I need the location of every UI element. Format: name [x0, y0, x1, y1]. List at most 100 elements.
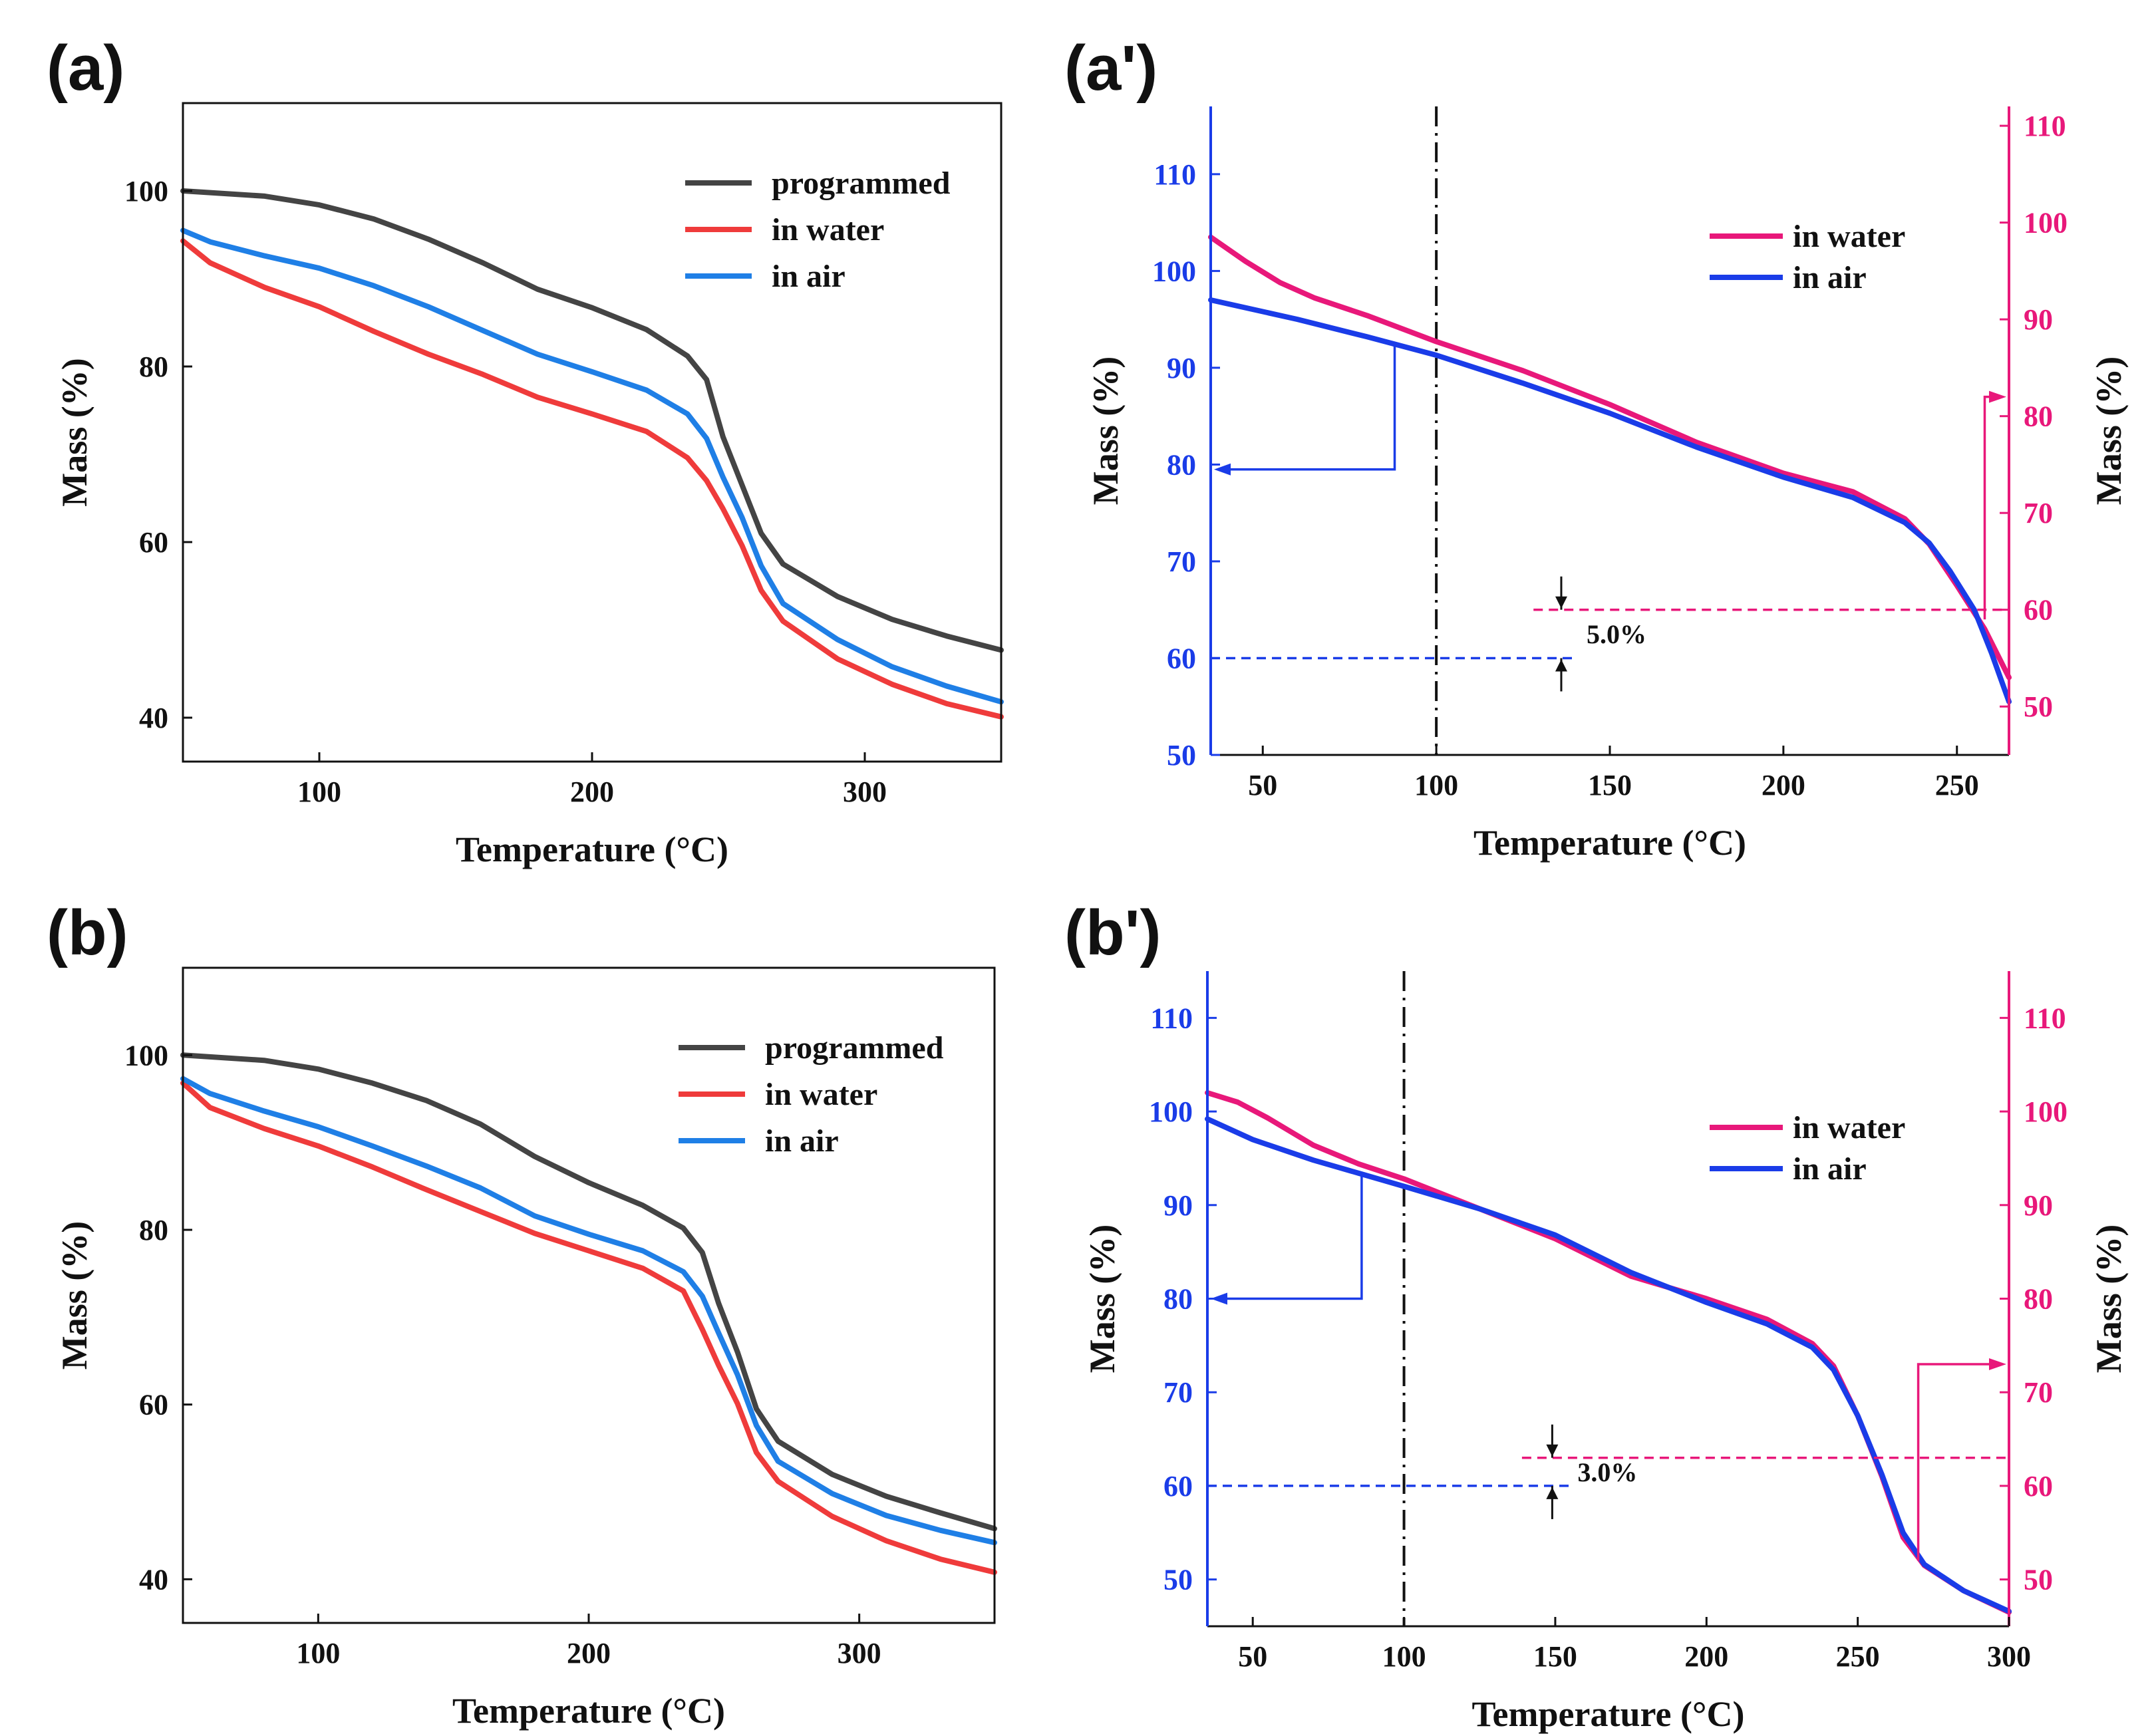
- y-tick-label: 100: [124, 1039, 168, 1072]
- x-axis-title: Temperature (°C): [452, 1691, 725, 1731]
- diff-arrowhead-top: [1555, 596, 1567, 609]
- legend-label: in water: [1793, 219, 1905, 254]
- series-line-in-water: [180, 238, 1004, 720]
- right-y-tick-label: 70: [2024, 497, 2053, 529]
- x-tick-label: 200: [1684, 1640, 1728, 1673]
- left-y-tick-label: 70: [1163, 1376, 1193, 1409]
- y-tick-label: 60: [139, 526, 168, 559]
- right-axis-indicator-head: [1989, 1358, 2006, 1370]
- difference-annotation: 5.0%: [1587, 619, 1646, 649]
- x-tick-label: 200: [570, 776, 614, 808]
- chart-a: 100 200 300 40 60 80 100 Temperature (°C) Mass (…: [55, 102, 1004, 869]
- left-y-tick-label: 70: [1167, 545, 1196, 578]
- right-axis-indicator-head: [1989, 390, 2006, 403]
- legend-label: in water: [1793, 1110, 1905, 1145]
- legend-label: in water: [765, 1077, 877, 1112]
- left-y-tick-label: 60: [1163, 1470, 1193, 1503]
- series-line-in-air: [1205, 1116, 2012, 1614]
- right-y-axis-title: Mass (%): [2089, 357, 2129, 505]
- x-axis-title: Temperature (°C): [1473, 823, 1746, 863]
- right-y-tick-label: 80: [2024, 1283, 2053, 1316]
- legend-label: in air: [1793, 1151, 1867, 1187]
- x-axis-title: Temperature (°C): [1471, 1694, 1744, 1734]
- chart-a-prime: 5.0% 50 100 150 200 250 50 60 70 80 90 100 110 50 60 70…: [1086, 106, 2129, 863]
- chart-b: 100 200 300 40 60 80 100 Temperature (°C) Mass (…: [55, 966, 997, 1731]
- diff-arrowhead-bottom: [1555, 659, 1567, 672]
- y-tick-label: 60: [139, 1389, 168, 1421]
- difference-annotation: 3.0%: [1577, 1457, 1637, 1487]
- y-tick-label: 80: [139, 351, 168, 383]
- x-tick-label: 200: [567, 1637, 611, 1669]
- legend-label: programmed: [772, 166, 951, 201]
- diff-arrowhead-top: [1546, 1444, 1559, 1457]
- left-y-tick-label: 80: [1167, 448, 1196, 481]
- legend-label: in air: [772, 259, 846, 294]
- x-tick-label: 250: [1836, 1640, 1880, 1673]
- series-line-in-water: [1208, 234, 2012, 680]
- panel-letter-a-prime: (a'): [1064, 33, 1157, 104]
- x-tick-label: 150: [1533, 1640, 1577, 1673]
- right-axis-indicator: [1917, 1363, 1994, 1561]
- x-axis-title: Temperature (°C): [456, 829, 728, 869]
- x-tick-label: 100: [296, 1637, 340, 1669]
- x-tick-label: 300: [1987, 1640, 2031, 1673]
- right-y-tick-label: 90: [2024, 303, 2053, 336]
- right-y-tick-label: 70: [2024, 1376, 2053, 1409]
- x-tick-label: 100: [1382, 1640, 1426, 1673]
- right-y-axis-title: Mass (%): [2089, 1225, 2129, 1373]
- x-tick-label: 50: [1238, 1640, 1267, 1673]
- right-y-tick-label: 110: [2024, 110, 2066, 142]
- y-axis-title: Mass (%): [55, 358, 94, 506]
- y-tick-label: 40: [139, 702, 168, 734]
- left-axis-indicator: [1224, 343, 1396, 471]
- left-axis-indicator-head: [1211, 1292, 1227, 1305]
- left-y-tick-label: 100: [1149, 1095, 1193, 1128]
- x-tick-label: 100: [297, 776, 341, 808]
- diff-arrowhead-bottom: [1546, 1487, 1559, 1499]
- x-tick-label: 200: [1762, 769, 1805, 801]
- left-y-axis-title: Mass (%): [1086, 357, 1126, 505]
- y-axis-title: Mass (%): [55, 1221, 94, 1370]
- series-line-in-air: [180, 227, 1004, 705]
- right-y-tick-label: 100: [2024, 1095, 2068, 1128]
- right-y-tick-label: 50: [2024, 690, 2053, 723]
- series-line-programmed: [180, 188, 1004, 653]
- left-y-tick-label: 110: [1150, 1002, 1193, 1034]
- panel-letter-b: (b): [47, 897, 128, 968]
- y-tick-label: 100: [124, 175, 168, 208]
- panel-letter-a: (a): [47, 33, 124, 104]
- left-axis-indicator: [1221, 1175, 1363, 1300]
- left-y-tick-label: 60: [1167, 642, 1196, 674]
- right-y-tick-label: 110: [2024, 1002, 2066, 1034]
- x-tick-label: 300: [838, 1637, 881, 1669]
- left-y-tick-label: 90: [1163, 1189, 1193, 1222]
- y-tick-label: 40: [139, 1563, 168, 1596]
- series-line-in-water: [1205, 1089, 2012, 1615]
- right-y-tick-label: 80: [2024, 400, 2053, 433]
- series-line-in-air: [1208, 297, 2012, 704]
- left-y-tick-label: 50: [1167, 739, 1196, 772]
- right-y-tick-label: 100: [2024, 207, 2068, 239]
- x-tick-label: 50: [1248, 769, 1277, 801]
- panel-letter-b-prime: (b'): [1064, 897, 1161, 968]
- left-y-tick-label: 80: [1163, 1283, 1193, 1316]
- right-axis-indicator: [1983, 395, 1994, 620]
- right-y-tick-label: 60: [2024, 594, 2053, 627]
- right-y-tick-label: 60: [2024, 1470, 2053, 1503]
- x-tick-label: 300: [843, 776, 887, 808]
- legend-label: in water: [772, 212, 884, 247]
- left-axis-indicator-head: [1214, 463, 1231, 476]
- y-tick-label: 80: [139, 1214, 168, 1246]
- x-tick-label: 150: [1588, 769, 1632, 801]
- x-tick-label: 100: [1414, 769, 1458, 801]
- series-line-in-water: [180, 1080, 997, 1575]
- series-line-programmed: [180, 1052, 997, 1532]
- left-y-tick-label: 100: [1152, 255, 1196, 287]
- left-y-tick-label: 50: [1163, 1564, 1193, 1596]
- series-line-in-air: [180, 1076, 997, 1546]
- right-y-tick-label: 90: [2024, 1189, 2053, 1222]
- legend-label: programmed: [765, 1030, 944, 1066]
- left-y-tick-label: 90: [1167, 352, 1196, 384]
- left-y-tick-label: 110: [1154, 158, 1196, 191]
